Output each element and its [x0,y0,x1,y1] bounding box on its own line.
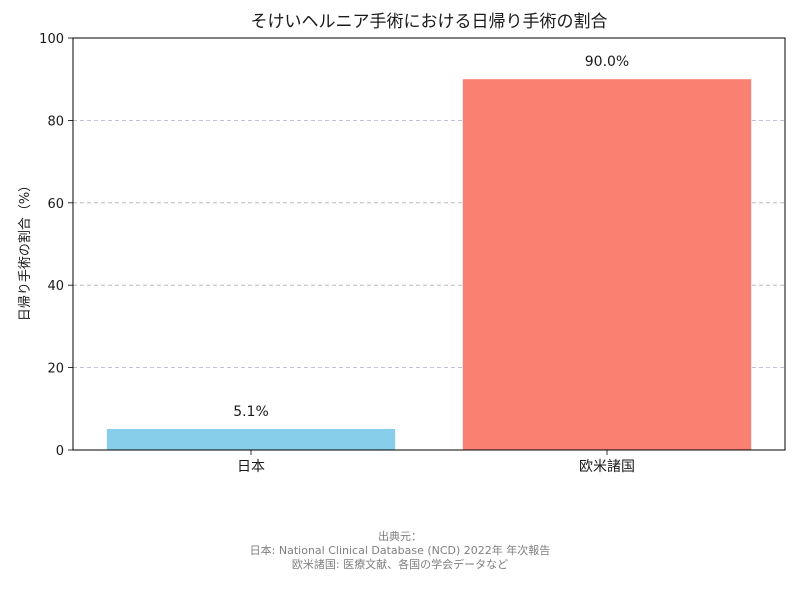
y-tick-label: 80 [47,114,64,129]
source-line-western: 欧米諸国: 医療文献、各国の学会データなど [291,558,509,571]
y-axis-label: 日帰り手術の割合（%） [17,179,33,321]
y-tick-label: 20 [47,362,64,377]
bar-value-label: 90.0% [585,54,629,70]
chart-title: そけいヘルニア手術における日帰り手術の割合 [251,12,608,32]
y-tick-label: 40 [47,279,64,294]
source-note: 出典元： 日本: National Clinical Database (NCD… [0,530,800,572]
bar [106,428,396,450]
y-tick-label: 100 [39,32,64,47]
source-line-japan: 日本: National Clinical Database (NCD) 202… [249,544,551,557]
bar-value-label: 5.1% [233,404,269,420]
x-tick-label: 日本 [237,459,265,475]
bar [462,79,752,450]
plot-border [72,37,786,451]
x-tick-label: 欧米諸国 [579,459,635,475]
source-heading: 出典元： [378,530,422,543]
y-axis-ticks: 0 20 40 60 80 100 [39,32,73,459]
y-tick-label: 60 [47,197,64,212]
y-tick-label: 0 [56,444,64,459]
bar-value-labels: 5.1% 90.0% [233,54,629,420]
plot-frame [72,37,786,451]
x-axis-ticks: 日本 欧米諸国 [237,450,635,475]
bars [106,79,752,450]
